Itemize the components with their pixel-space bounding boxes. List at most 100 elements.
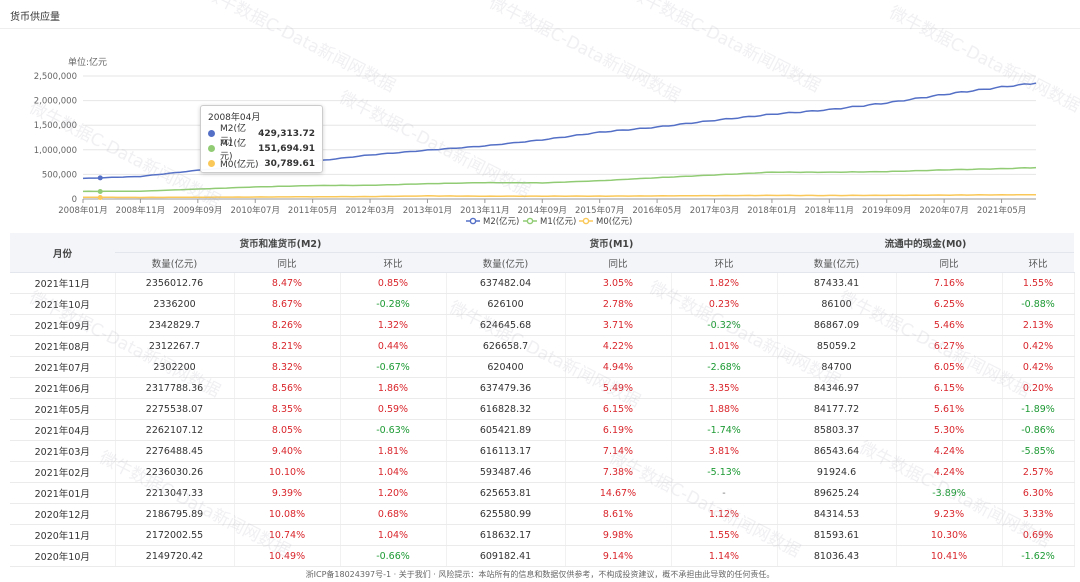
page-footer: 浙ICP备18024397号-1 · 关于我们 · 风险提示：本站所有的信息和数… [305, 570, 775, 579]
unit-label: 单位:亿元 [68, 56, 107, 68]
table-cell: 2275538.07 [115, 398, 235, 420]
table-cell: 0.42% [1002, 335, 1075, 357]
table-cell: 0.59% [340, 398, 447, 420]
table-cell: 626658.7 [446, 335, 566, 357]
table-cell: 10.30% [896, 524, 1003, 546]
table-cell: -3.89% [896, 482, 1003, 504]
table-cell: 6.15% [565, 398, 672, 420]
table-cell: 2020年10月 [10, 545, 116, 567]
legend-label: M2(亿元) [483, 216, 519, 227]
table-row: 2021年11月 2356012.76 8.47% 0.85% 637482.04 3.0… [10, 272, 1075, 294]
table-cell: -0.86% [1002, 419, 1075, 441]
money-supply-table: 月份 货币和准货币(M2) 货币(M1) 流通中的现金(M0) 数量(亿元) 同比… [10, 233, 1075, 567]
table-cell: 616113.17 [446, 440, 566, 462]
table-cell: 2236030.26 [115, 461, 235, 483]
column-header: 同比 [565, 252, 671, 273]
table-cell: 8.21% [234, 335, 341, 357]
table-cell: 10.74% [234, 524, 341, 546]
table-cell: 86100 [777, 293, 897, 315]
table-cell: 3.05% [565, 272, 672, 294]
table-cell: - [671, 482, 778, 504]
table-cell: 10.10% [234, 461, 341, 483]
tooltip-series-value: 30,789.61 [264, 158, 315, 169]
table-cell: 637479.36 [446, 377, 566, 399]
table-row: 2021年02月 2236030.26 10.10% 1.04% 593487.46 7.… [10, 461, 1075, 483]
x-tick-label: 2013年01月 [403, 205, 452, 216]
table-cell: 1.01% [671, 335, 778, 357]
table-cell: 2149720.42 [115, 545, 235, 567]
table-row: 2021年07月 2302200 8.32% -0.67% 620400 4.94% -2.… [10, 356, 1075, 378]
table-cell: -0.63% [340, 419, 447, 441]
x-tick-label: 2010年07月 [231, 205, 280, 216]
table-row: 2020年11月 2172002.55 10.74% 1.04% 618632.17 9.… [10, 524, 1075, 546]
x-tick-label: 2014年09月 [518, 205, 567, 216]
column-header: 环比 [340, 252, 446, 273]
table-cell: 10.49% [234, 545, 341, 567]
x-tick-label: 2008年01月 [58, 205, 107, 216]
y-tick-label: 1,000,000 [34, 146, 77, 156]
table-cell: 84700 [777, 356, 897, 378]
table-cell: 4.24% [896, 461, 1003, 483]
table-cell: 2.13% [1002, 314, 1075, 336]
table-cell: 2020年12月 [10, 503, 116, 525]
table-cell: 0.68% [340, 503, 447, 525]
column-header: 数量(亿元) [777, 252, 897, 273]
table-cell: 0.44% [340, 335, 447, 357]
table-cell: 8.05% [234, 419, 341, 441]
table-cell: 637482.04 [446, 272, 566, 294]
table-cell: 6.25% [896, 293, 1003, 315]
table-cell: 2021年11月 [10, 272, 116, 294]
x-tick-label: 2018年11月 [805, 205, 854, 216]
table-cell: 1.14% [671, 545, 778, 567]
table-cell: 624645.68 [446, 314, 566, 336]
table-cell: 3.81% [671, 440, 778, 462]
table-cell: 8.47% [234, 272, 341, 294]
table-cell: 89625.24 [777, 482, 897, 504]
table-cell: 85059.2 [777, 335, 897, 357]
table-cell: 5.30% [896, 419, 1003, 441]
table-cell: 3.35% [671, 377, 778, 399]
table-cell: 616828.32 [446, 398, 566, 420]
tooltip-series-name: M2(亿元) [220, 123, 247, 147]
money-supply-chart[interactable]: 单位:亿元 0 500,000 1,000,000 1,500,000 2,000,000… [0, 30, 1080, 230]
table-cell: 1.20% [340, 482, 447, 504]
table-cell: 1.04% [340, 461, 447, 483]
table-cell: 9.98% [565, 524, 672, 546]
x-tick-label: 2012年03月 [345, 205, 394, 216]
table-row: 2020年12月 2186795.89 10.08% 0.68% 625580.99 8.… [10, 503, 1075, 525]
column-header: 同比 [234, 252, 340, 273]
table-cell: 9.40% [234, 440, 341, 462]
table-cell: 2302200 [115, 356, 235, 378]
table-row: 2021年04月 2262107.12 8.05% -0.63% 605421.89 6.… [10, 419, 1075, 441]
table-cell: 2172002.55 [115, 524, 235, 546]
legend-marker-icon [469, 217, 477, 225]
table-cell: 6.05% [896, 356, 1003, 378]
table-cell: -0.67% [340, 356, 447, 378]
table-cell: 2213047.33 [115, 482, 235, 504]
m1-dot-icon [208, 145, 215, 152]
month-header: 月份 [10, 233, 115, 273]
x-tick-label: 2016年05月 [632, 205, 681, 216]
table-body: 2021年11月 2356012.76 8.47% 0.85% 637482.04 3.0… [10, 272, 1075, 567]
table-cell: 2021年07月 [10, 356, 116, 378]
table-cell: 625580.99 [446, 503, 566, 525]
table-row: 2021年03月 2276488.45 9.40% 1.81% 616113.17 7.1… [10, 440, 1075, 462]
column-header: 数量(亿元) [115, 252, 234, 273]
table-cell: -0.66% [340, 545, 447, 567]
tooltip-date: 2008年04月 [208, 113, 261, 123]
tooltip-series-name: M0(亿元) [220, 160, 259, 170]
table-cell: 7.16% [896, 272, 1003, 294]
m0-dot-icon [208, 160, 215, 167]
table-cell: 2312267.7 [115, 335, 235, 357]
table-cell: -1.89% [1002, 398, 1075, 420]
table-cell: 605421.89 [446, 419, 566, 441]
table-cell: 0.42% [1002, 356, 1075, 378]
x-tick-label: 2013年11月 [460, 205, 509, 216]
table-row: 2020年10月 2149720.42 10.49% -0.66% 609182.41 9… [10, 545, 1075, 567]
table-cell: 2.57% [1002, 461, 1075, 483]
y-tick-label: 2,500,000 [34, 72, 77, 82]
table-cell: 91924.6 [777, 461, 897, 483]
table-cell: 8.32% [234, 356, 341, 378]
x-tick-label: 2017年03月 [690, 205, 739, 216]
table-cell: -5.85% [1002, 440, 1075, 462]
